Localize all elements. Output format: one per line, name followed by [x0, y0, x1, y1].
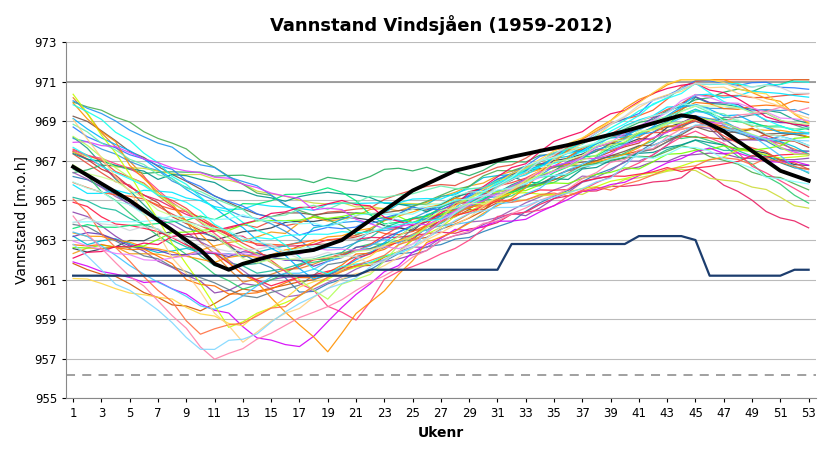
X-axis label: Ukenr: Ukenr	[418, 426, 464, 440]
Y-axis label: Vannstand [m.o.h]: Vannstand [m.o.h]	[15, 156, 29, 284]
Title: Vannstand Vindsjåen (1959-2012): Vannstand Vindsjåen (1959-2012)	[270, 15, 612, 35]
